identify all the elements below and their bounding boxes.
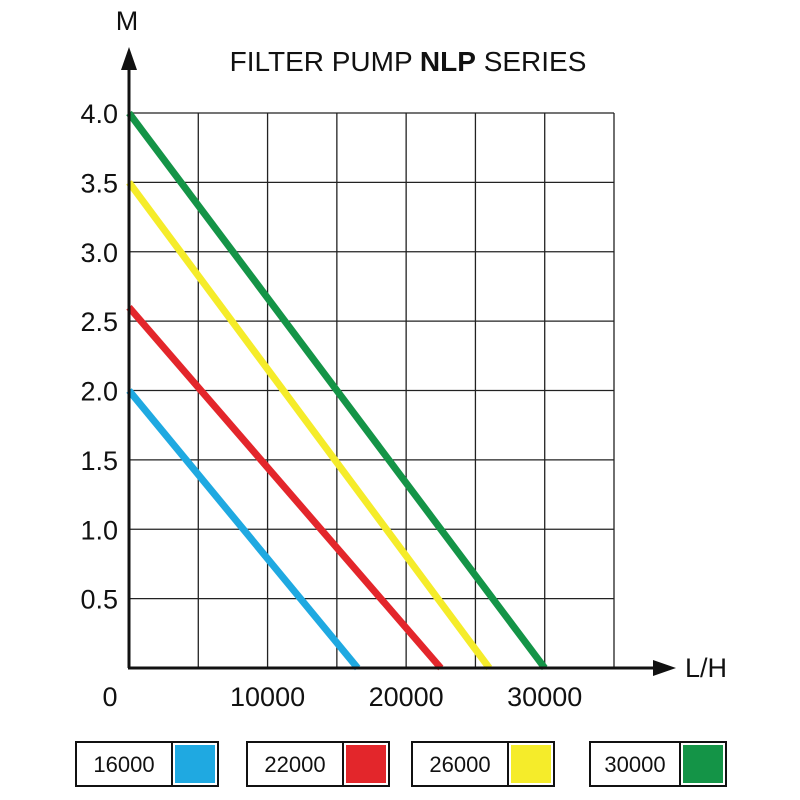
legend-item-16000: 16000 — [75, 741, 219, 787]
legend-label: 22000 — [264, 752, 325, 777]
x-tick-labels: 10000 20000 30000 — [230, 682, 582, 712]
y-tick-label: 3.5 — [80, 168, 118, 198]
series-line-30000 — [126, 110, 548, 671]
chart-title-part-3: SERIES — [476, 46, 586, 77]
x-tick-label: 20000 — [369, 682, 444, 712]
y-axis-label: M — [116, 6, 139, 36]
y-tick-labels: 0.5 1.0 1.5 2.0 2.5 3.0 3.5 4.0 — [80, 99, 118, 615]
legend-item-22000: 22000 — [246, 741, 390, 787]
axes — [121, 47, 676, 676]
y-tick-label: 0.5 — [80, 585, 118, 615]
legend-label: 30000 — [604, 752, 665, 777]
origin-label: 0 — [102, 682, 117, 712]
y-tick-label: 2.0 — [80, 377, 118, 407]
legend-swatch — [175, 745, 215, 783]
y-axis-arrow-icon — [121, 47, 137, 70]
chart-title: FILTER PUMP NLP SERIES — [230, 46, 587, 77]
x-axis-label: L/H — [685, 653, 727, 683]
x-tick-label: 10000 — [230, 682, 305, 712]
series-line-22000 — [126, 304, 444, 671]
series-lines — [126, 110, 548, 671]
legend-item-30000: 30000 — [589, 741, 727, 787]
y-tick-label: 1.5 — [80, 446, 118, 476]
series-line-16000 — [126, 388, 361, 671]
legend-label: 16000 — [93, 752, 154, 777]
series-line-26000 — [126, 180, 493, 671]
x-axis-arrow-icon — [653, 660, 676, 676]
legend-item-26000: 26000 — [411, 741, 555, 787]
grid — [129, 112, 615, 668]
chart-title-part-2: NLP — [420, 46, 476, 77]
y-tick-label: 1.0 — [80, 515, 118, 545]
y-tick-label: 2.5 — [80, 307, 118, 337]
chart-title-part-1: FILTER PUMP — [230, 46, 420, 77]
legend-swatch — [683, 745, 723, 783]
x-tick-label: 30000 — [507, 682, 582, 712]
y-tick-label: 4.0 — [80, 99, 118, 129]
y-tick-label: 3.0 — [80, 238, 118, 268]
legend: 16000 22000 26000 30000 — [75, 741, 727, 787]
legend-label: 26000 — [429, 752, 490, 777]
legend-swatch — [511, 745, 551, 783]
legend-swatch — [346, 745, 386, 783]
